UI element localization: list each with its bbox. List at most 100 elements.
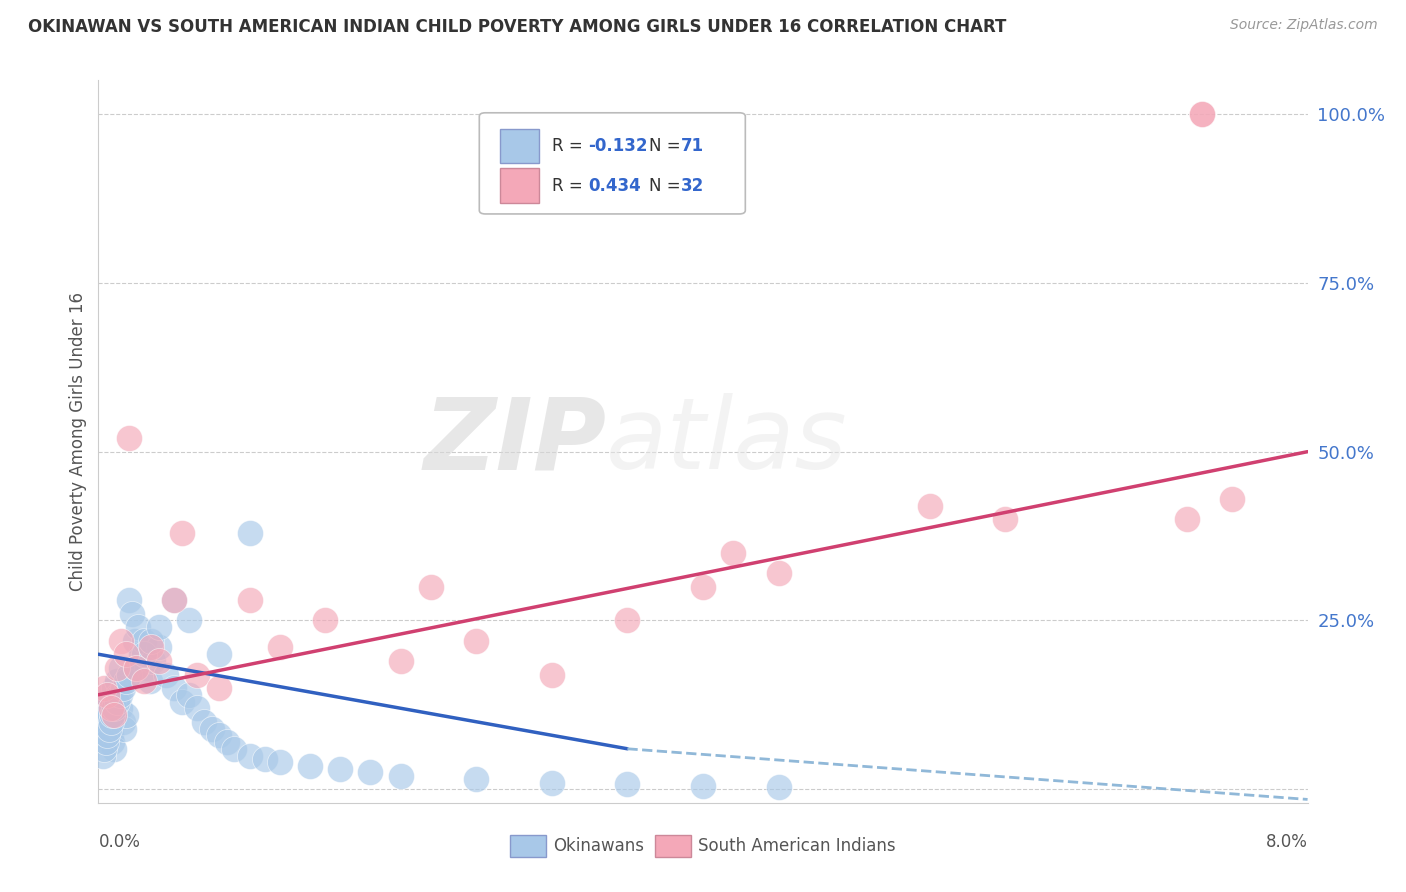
Point (239, 525, 262, 540)
Point (186, 667, 208, 681)
Point (111, 681, 134, 695)
Point (100, 714, 122, 729)
Text: South American Indians: South American Indians (699, 838, 896, 855)
Point (103, 701, 125, 715)
Point (918, 499, 941, 513)
Point (93, 681, 115, 695)
Point (135, 661, 157, 675)
Text: atlas: atlas (606, 393, 848, 490)
Point (121, 607, 143, 621)
Y-axis label: Child Poverty Among Girls Under 16: Child Poverty Among Girls Under 16 (69, 292, 87, 591)
FancyBboxPatch shape (479, 112, 745, 214)
Point (179, 688, 201, 702)
Point (269, 756, 291, 770)
Point (201, 722, 224, 736)
Text: ZIP: ZIP (423, 393, 606, 490)
Point (132, 647, 155, 661)
Point (540, 775, 562, 789)
Point (105, 661, 128, 675)
Text: OKINAWAN VS SOUTH AMERICAN INDIAN CHILD POVERTY AMONG GIRLS UNDER 16 CORRELATION: OKINAWAN VS SOUTH AMERICAN INDIAN CHILD … (28, 18, 1007, 36)
Point (142, 654, 165, 668)
Point (465, 772, 488, 787)
Point (105, 694, 128, 708)
Text: R =: R = (551, 137, 588, 155)
FancyBboxPatch shape (655, 835, 690, 857)
Point (360, 765, 382, 780)
Point (389, 769, 412, 783)
Point (104, 694, 127, 708)
Point (616, 614, 638, 628)
Point (692, 779, 714, 793)
Text: 71: 71 (682, 137, 704, 155)
Point (108, 701, 131, 715)
Point (94, 735, 117, 749)
Text: -0.132: -0.132 (588, 137, 648, 155)
Point (141, 633, 163, 648)
Point (540, 667, 562, 681)
Text: 8.0%: 8.0% (1265, 833, 1308, 851)
Point (91, 714, 114, 729)
Text: 32: 32 (682, 177, 704, 194)
Point (163, 593, 186, 607)
Point (148, 620, 170, 634)
Point (129, 647, 152, 661)
Point (148, 654, 170, 668)
Point (1220, 491, 1243, 506)
Point (112, 722, 135, 736)
Point (768, 566, 790, 581)
Point (118, 593, 141, 607)
Point (91, 748, 114, 763)
Point (125, 661, 148, 675)
Point (141, 640, 163, 655)
Point (314, 614, 336, 628)
Point (100, 701, 122, 715)
Point (103, 708, 125, 723)
FancyBboxPatch shape (501, 128, 538, 163)
Point (108, 688, 131, 702)
Point (692, 580, 714, 594)
Point (170, 694, 193, 708)
Point (389, 654, 412, 668)
Point (994, 512, 1017, 526)
Text: Okinawans: Okinawans (553, 838, 644, 855)
Point (98, 722, 121, 736)
Point (124, 633, 146, 648)
Point (163, 593, 186, 607)
Point (110, 661, 132, 675)
Point (170, 525, 193, 540)
Point (1191, 107, 1213, 121)
Point (93, 741, 115, 756)
FancyBboxPatch shape (501, 169, 538, 203)
Point (208, 728, 231, 742)
Point (100, 728, 122, 742)
Point (299, 758, 322, 772)
Point (90, 728, 112, 742)
Point (465, 633, 488, 648)
Point (114, 647, 136, 661)
Point (127, 620, 149, 634)
Point (163, 681, 186, 695)
Point (208, 647, 231, 661)
Point (132, 633, 155, 648)
FancyBboxPatch shape (509, 835, 546, 857)
Point (111, 714, 134, 729)
Point (186, 701, 208, 715)
Point (101, 708, 124, 723)
Point (103, 741, 125, 756)
Point (98, 722, 121, 736)
Point (155, 667, 177, 681)
Point (239, 748, 262, 763)
Point (239, 593, 262, 607)
Text: 0.0%: 0.0% (98, 833, 141, 851)
Point (103, 681, 125, 695)
Point (118, 667, 141, 681)
Point (215, 735, 238, 749)
Point (110, 633, 132, 648)
Point (139, 674, 162, 689)
Text: Source: ZipAtlas.com: Source: ZipAtlas.com (1230, 18, 1378, 32)
Text: R =: R = (551, 177, 588, 194)
Point (105, 674, 128, 689)
Point (101, 735, 124, 749)
Point (114, 708, 136, 723)
Text: N =: N = (648, 137, 686, 155)
